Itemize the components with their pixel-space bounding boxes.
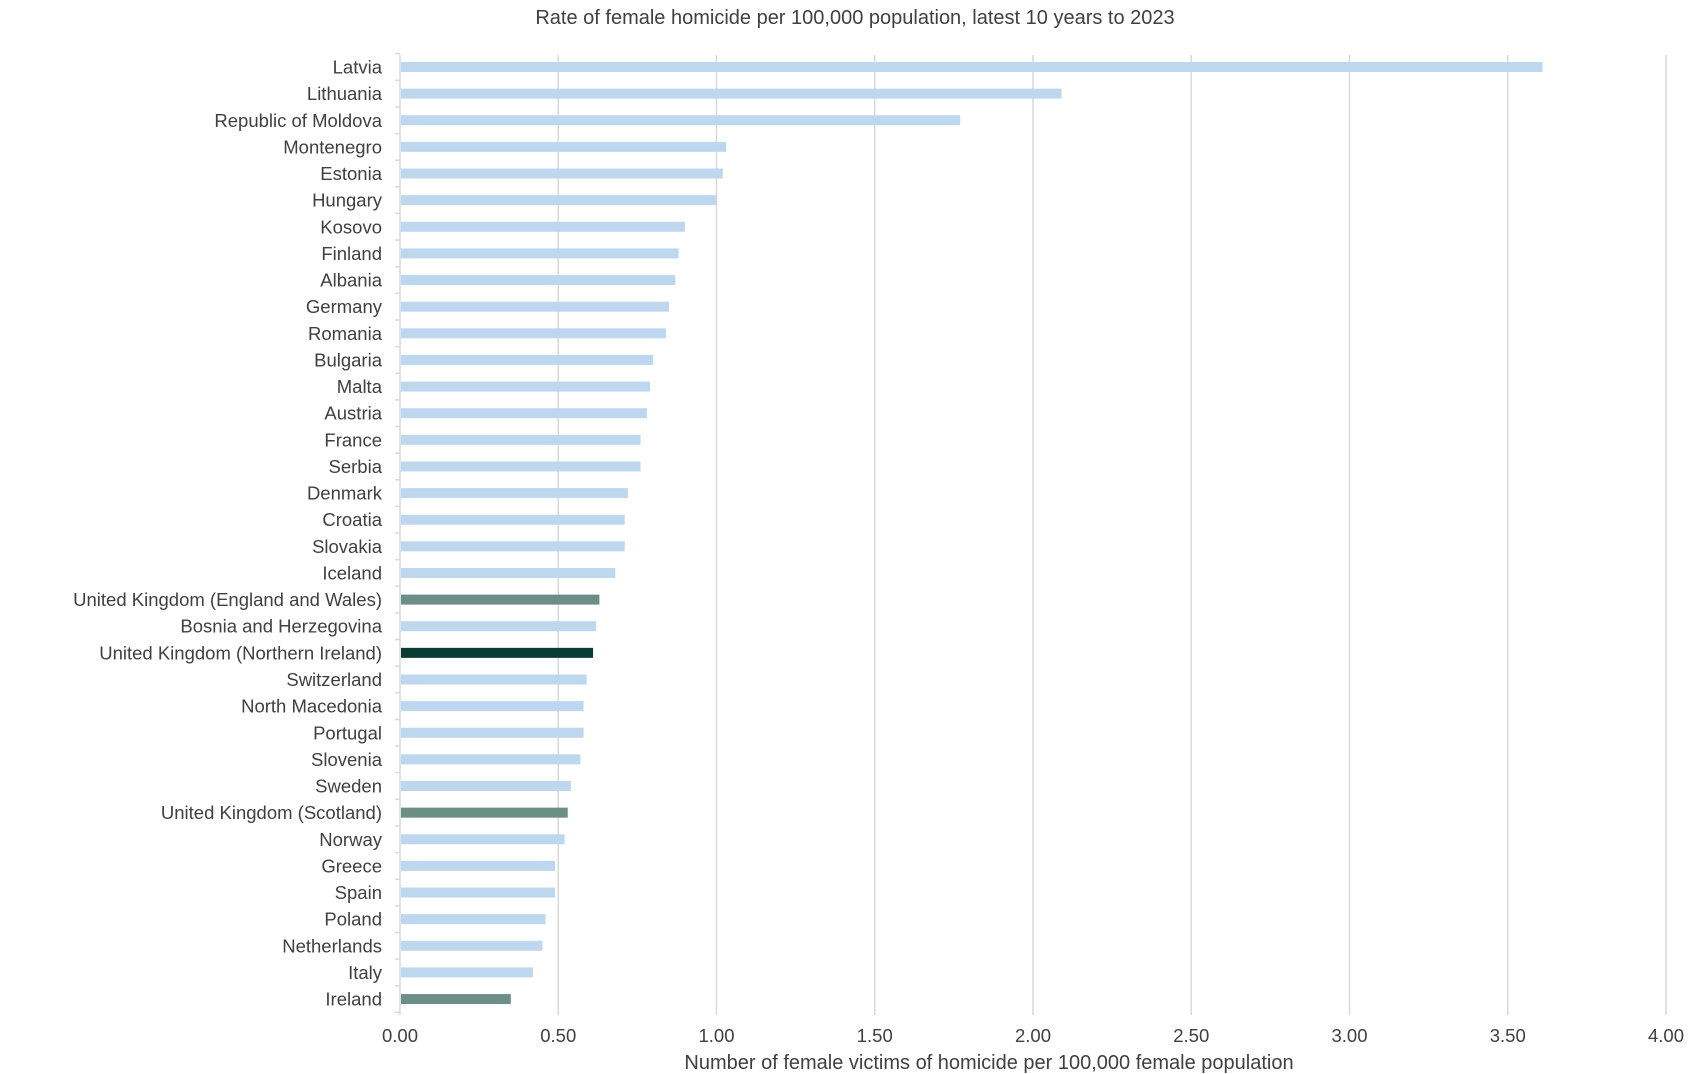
category-label: United Kingdom (Scotland) [161,802,382,823]
bar [401,354,654,365]
chart-title: Rate of female homicide per 100,000 popu… [535,7,1174,29]
category-label: Greece [321,855,382,876]
x-axis-title: Number of female victims of homicide per… [684,1052,1293,1074]
category-label: Kosovo [320,216,382,237]
x-tick-label: 4.00 [1648,1025,1684,1046]
category-label: United Kingdom (Northern Ireland) [99,642,382,663]
bar [401,301,670,312]
bar [401,195,717,206]
x-tick-label: 2.00 [1015,1025,1051,1046]
bar [401,248,679,259]
x-tick-label: 0.00 [382,1025,418,1046]
category-label: Romania [308,323,383,344]
category-label: Iceland [322,562,382,583]
category-label: Slovakia [312,536,383,557]
bar [401,88,1062,99]
category-label: Spain [335,882,382,903]
bar [401,754,581,765]
bar [401,62,1543,72]
bar [401,221,685,232]
bars [401,62,1543,1005]
bar [401,807,568,818]
category-label: Latvia [333,57,383,78]
category-label: United Kingdom (England and Wales) [73,589,382,610]
category-label: France [324,429,382,450]
bar [401,940,543,951]
category-label: Netherlands [282,935,382,956]
bar [401,914,546,925]
category-label: Austria [324,403,382,424]
category-label: Sweden [315,776,382,797]
y-axis [395,52,401,1015]
x-tick-label: 0.50 [540,1025,576,1046]
category-label: Montenegro [283,136,382,157]
category-label: Germany [306,296,383,317]
category-label: Bosnia and Herzegovina [180,616,382,637]
bar [401,115,961,126]
bar [401,887,556,898]
x-tick-label: 1.00 [698,1025,734,1046]
bar [401,727,584,738]
bar [401,488,628,499]
category-label: Switzerland [286,669,382,690]
category-label: Hungary [312,190,383,211]
bar [401,275,676,286]
category-label: Italy [348,962,383,983]
category-label: Bulgaria [314,349,383,370]
category-label: Poland [324,909,382,930]
category-label: Estonia [320,163,382,184]
bar [401,860,556,871]
bar [401,647,594,658]
bar [401,594,600,605]
bar [401,461,641,472]
category-label: Lithuania [307,83,383,104]
category-label: Croatia [322,509,382,530]
bar [401,434,641,445]
bar [401,834,565,845]
x-tick-labels: 0.00 0.50 1.00 1.50 2.00 2.50 3.00 3.50 4.00 [382,1025,1684,1046]
gridlines [557,55,1667,1015]
x-tick-label: 2.50 [1173,1025,1209,1046]
bar [401,141,726,152]
category-label: Finland [321,243,382,264]
x-tick-label: 1.50 [857,1025,893,1046]
bar [401,994,511,1005]
category-label: Norway [319,829,382,850]
bar [401,674,587,685]
bar [401,541,625,552]
category-label: Malta [337,376,383,397]
category-label: Ireland [325,989,382,1010]
category-label: Republic of Moldova [214,110,382,131]
category-label: Portugal [313,722,382,743]
bar [401,168,723,179]
category-label: Slovenia [311,749,383,770]
x-tick-label: 3.50 [1490,1025,1526,1046]
bar [401,701,584,712]
bar [401,514,625,525]
bar [401,328,666,339]
category-label: Serbia [329,456,383,477]
x-tick-label: 3.00 [1331,1025,1367,1046]
category-labels: Latvia Lithuania Republic of Moldova Monten… [73,57,383,1010]
bar [401,967,533,978]
bar [401,567,616,578]
bar [401,408,647,419]
bar [401,781,571,792]
category-label: Albania [320,270,382,291]
category-label: North Macedonia [241,696,383,717]
category-label: Denmark [307,483,383,504]
bar [401,381,651,392]
bar [401,621,597,632]
